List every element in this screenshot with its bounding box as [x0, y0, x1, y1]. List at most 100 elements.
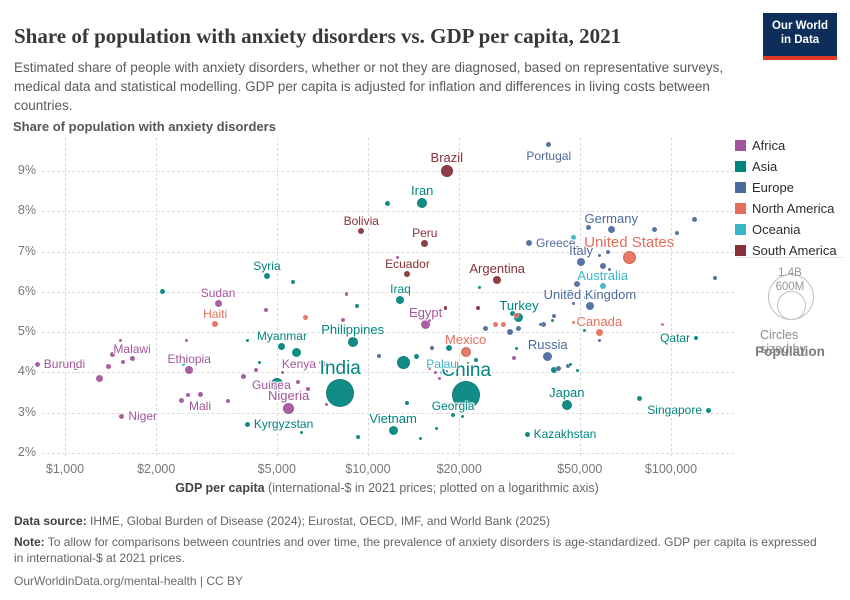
data-point[interactable] [254, 368, 259, 373]
data-point-singapore[interactable] [706, 408, 712, 414]
data-point[interactable] [614, 290, 618, 294]
data-point[interactable] [651, 226, 657, 232]
data-point[interactable] [344, 292, 349, 296]
data-point[interactable] [511, 356, 517, 361]
data-point-mali[interactable] [197, 392, 203, 398]
legend-item-europe[interactable]: Europe [735, 180, 847, 195]
data-point[interactable] [606, 249, 611, 254]
data-point[interactable] [510, 311, 516, 317]
data-point[interactable] [460, 415, 464, 419]
data-point[interactable] [182, 362, 186, 366]
data-point[interactable] [637, 396, 643, 402]
data-point-turkey[interactable] [514, 313, 524, 323]
data-point[interactable] [245, 338, 249, 342]
data-point[interactable] [270, 378, 283, 391]
data-point[interactable] [507, 329, 514, 336]
data-point[interactable] [74, 366, 79, 371]
data-point-burundi[interactable] [34, 361, 40, 367]
data-point[interactable] [120, 360, 125, 365]
data-point-china[interactable] [452, 380, 481, 409]
data-point[interactable] [160, 289, 166, 295]
data-point[interactable] [95, 374, 103, 382]
data-point-haiti[interactable] [212, 321, 219, 328]
data-point[interactable] [474, 358, 479, 363]
data-point-myanmar[interactable] [278, 342, 286, 350]
data-point[interactable] [571, 302, 575, 306]
data-point-germany[interactable] [607, 225, 615, 233]
data-point[interactable] [713, 275, 718, 280]
data-point[interactable] [434, 427, 438, 431]
data-point-united-states[interactable] [622, 250, 636, 265]
data-point[interactable] [427, 366, 431, 370]
data-point[interactable] [433, 370, 438, 375]
data-point[interactable] [478, 286, 482, 290]
data-point[interactable] [307, 397, 311, 401]
data-point[interactable] [566, 289, 575, 298]
data-point[interactable] [186, 392, 191, 397]
data-point[interactable] [583, 328, 587, 332]
data-point[interactable] [515, 346, 519, 350]
data-point[interactable] [291, 347, 301, 357]
data-point[interactable] [661, 322, 665, 326]
data-point[interactable] [296, 380, 301, 385]
legend-item-north-america[interactable]: North America [735, 201, 847, 216]
data-point[interactable] [320, 328, 325, 333]
data-point[interactable] [565, 364, 570, 369]
footer-link[interactable]: OurWorldinData.org/mental-health | CC BY [14, 573, 243, 588]
data-point-qatar[interactable] [694, 336, 699, 341]
data-point[interactable] [302, 315, 308, 321]
data-point[interactable] [306, 386, 311, 391]
data-point[interactable] [415, 311, 421, 317]
data-point[interactable] [430, 346, 435, 351]
data-point[interactable] [445, 345, 452, 352]
data-point-iraq[interactable] [396, 295, 405, 304]
data-point[interactable] [500, 321, 506, 327]
data-point[interactable] [300, 431, 304, 435]
data-point[interactable] [355, 303, 360, 308]
data-point[interactable] [550, 318, 554, 322]
data-point-greece[interactable] [526, 240, 533, 247]
data-point[interactable] [444, 370, 449, 375]
data-point[interactable] [109, 351, 115, 357]
data-point-australia[interactable] [599, 282, 606, 289]
data-point-guinea[interactable] [268, 392, 274, 398]
legend-item-asia[interactable]: Asia [735, 159, 847, 174]
data-point[interactable] [418, 437, 422, 441]
data-point-vietnam[interactable] [388, 426, 398, 436]
data-point-russia[interactable] [543, 351, 553, 361]
data-point[interactable] [599, 262, 606, 269]
data-point-georgia[interactable] [451, 412, 456, 417]
data-point[interactable] [304, 395, 308, 399]
data-point[interactable] [240, 373, 246, 379]
data-point-argentina[interactable] [493, 275, 502, 284]
data-point[interactable] [541, 321, 547, 327]
data-point-philippines[interactable] [347, 337, 358, 348]
data-point-kyrgyzstan[interactable] [244, 422, 250, 428]
data-point[interactable] [118, 338, 122, 342]
data-point[interactable] [575, 245, 579, 249]
data-point[interactable] [575, 368, 579, 372]
data-point[interactable] [319, 360, 323, 365]
data-point[interactable] [675, 231, 680, 236]
data-point[interactable] [414, 353, 420, 359]
data-point[interactable] [264, 307, 269, 312]
data-point-italy[interactable] [577, 257, 586, 266]
data-point[interactable] [555, 365, 561, 371]
data-point[interactable] [571, 234, 577, 240]
data-point[interactable] [574, 280, 581, 287]
data-point[interactable] [550, 367, 557, 374]
data-point-bolivia[interactable] [358, 228, 365, 235]
data-point-ecuador[interactable] [404, 270, 411, 277]
data-point-syria[interactable] [263, 272, 270, 279]
data-point[interactable] [586, 224, 592, 230]
data-point-iran[interactable] [417, 198, 428, 209]
data-point[interactable] [564, 290, 568, 294]
data-point[interactable] [178, 398, 184, 404]
data-point-india[interactable] [326, 378, 355, 407]
data-point[interactable] [377, 354, 382, 359]
data-point[interactable] [184, 338, 188, 342]
data-point-malawi[interactable] [129, 355, 135, 361]
data-point-mexico[interactable] [460, 347, 471, 358]
data-point[interactable] [290, 279, 295, 284]
data-point-sudan[interactable] [214, 300, 222, 308]
